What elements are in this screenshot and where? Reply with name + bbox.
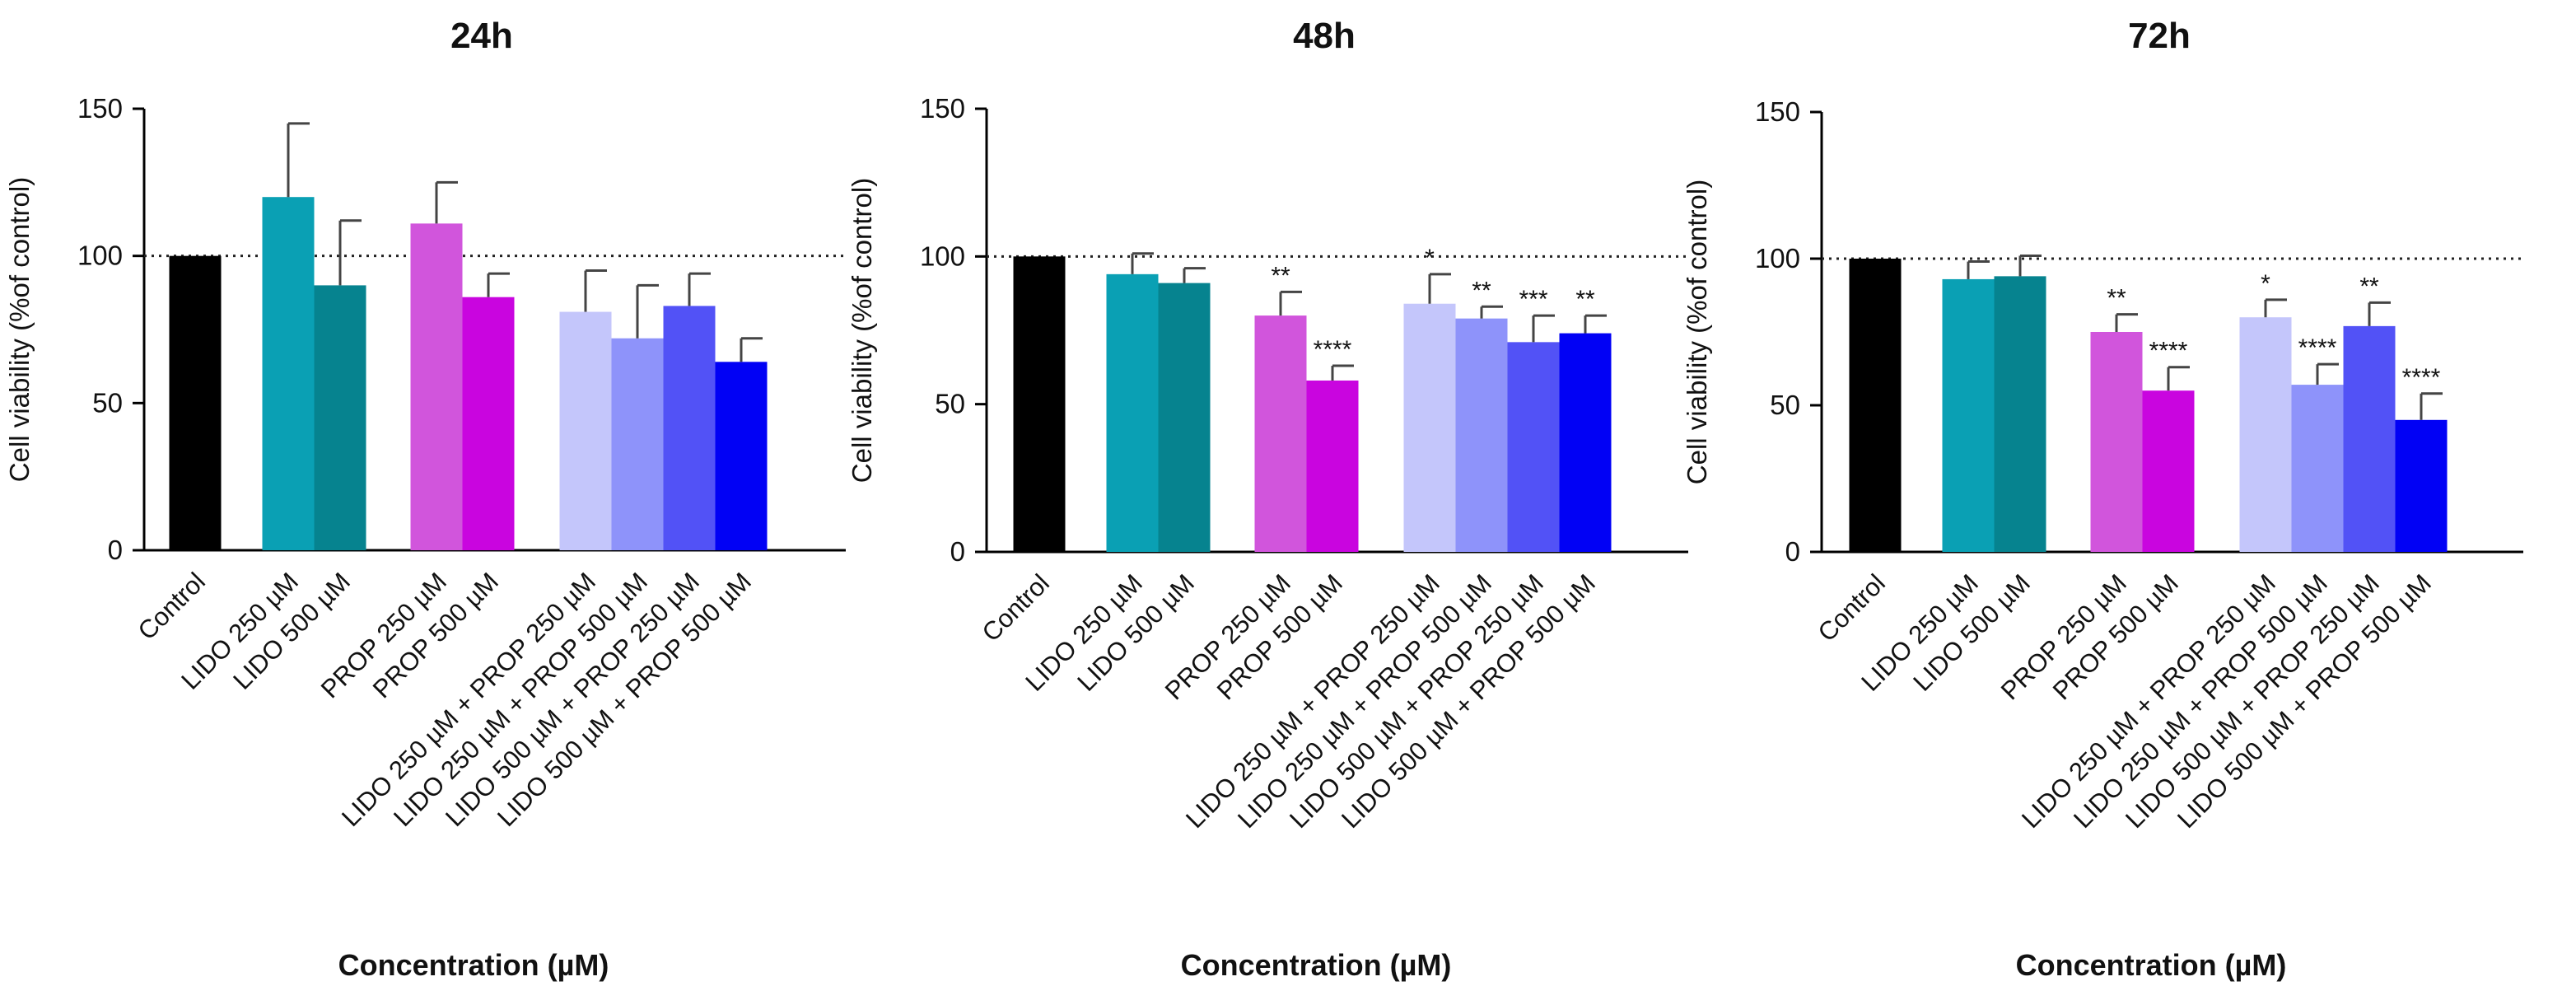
panel-2-significance-7: ** — [2359, 273, 2379, 300]
panel-2-bar-1 — [1942, 278, 1995, 552]
panel-2-bar-8 — [2395, 419, 2448, 552]
panel-2-bar-7 — [2343, 325, 2396, 552]
panel-2-ylabel: Cell viability (%of control) — [1682, 180, 1712, 484]
panel-1-significance-3: ** — [1271, 262, 1290, 289]
panel-1-title: 48h — [1293, 16, 1356, 56]
panel-2-ytick-label-0: 0 — [1785, 536, 1800, 567]
panel-0-category-0: Control — [133, 567, 211, 645]
panel-2-significance-4: **** — [2149, 338, 2188, 365]
panel-1-bar-4 — [1306, 380, 1359, 552]
panel-0-bar-0 — [169, 255, 222, 550]
panel-2-bar-6 — [2291, 385, 2344, 552]
panel-0-bar-8 — [715, 362, 768, 550]
panel-0-bar-1 — [262, 197, 315, 550]
panel-1-bar-1 — [1106, 273, 1159, 552]
panel-0-bar-7 — [663, 306, 716, 550]
panel-0-bar-5 — [559, 311, 612, 550]
panel-1-ytick-label-2: 100 — [920, 241, 965, 271]
panel-0-bar-3 — [410, 223, 463, 550]
panel-1-bar-6 — [1455, 318, 1508, 552]
panel-2-significance-8: **** — [2402, 364, 2441, 391]
panel-0-ytick-label-0: 0 — [108, 535, 123, 565]
panel-2-ytick-label-1: 50 — [1770, 390, 1800, 420]
panel-1-bar-5 — [1403, 303, 1456, 552]
panel-2-significance-6: **** — [2298, 334, 2337, 362]
panel-0-ytick-label-3: 150 — [77, 93, 123, 124]
panel-2-significance-5: * — [2261, 270, 2270, 297]
panel-0-ylabel: Cell viability (%of control) — [4, 177, 35, 482]
panel-1-bar-2 — [1158, 283, 1211, 552]
panel-2-bar-0 — [1849, 259, 1902, 552]
panel-2-bar-5 — [2239, 317, 2292, 552]
panel-1-category-0: Control — [977, 568, 1055, 647]
panel-1-significance-8: ** — [1575, 286, 1595, 313]
panel-1-significance-4: **** — [1314, 336, 1352, 363]
panel-2-significance-3: ** — [2107, 285, 2126, 312]
panel-2-bar-2 — [1994, 276, 2046, 552]
panel-1-bar-7 — [1507, 342, 1560, 552]
panel-0-ytick-label-2: 100 — [77, 241, 123, 271]
panel-1-ytick-label-0: 0 — [950, 536, 965, 567]
panel-2-title: 72h — [2128, 16, 2191, 56]
panel-1-bar-0 — [1013, 256, 1066, 552]
panel-1-ytick-label-3: 150 — [920, 93, 965, 124]
panel-2-ytick-label-3: 150 — [1755, 96, 1800, 127]
panel-0-ytick-label-1: 50 — [92, 387, 123, 418]
panel-1-ytick-label-1: 50 — [935, 389, 965, 419]
panel-2-ytick-label-2: 100 — [1755, 243, 1800, 273]
panel-1-bar-3 — [1254, 315, 1307, 552]
panel-1-xlabel: Concentration (µM) — [1181, 948, 1452, 982]
panel-1-bar-8 — [1559, 333, 1612, 552]
panel-1-significance-5: * — [1425, 245, 1435, 272]
panel-0-title: 24h — [450, 16, 513, 56]
panel-1-significance-7: *** — [1519, 286, 1547, 313]
panel-1-ylabel: Cell viability (%of control) — [847, 178, 877, 483]
panel-2-bar-4 — [2142, 390, 2195, 552]
panel-2-xlabel: Concentration (µM) — [2016, 948, 2287, 982]
panel-2-bar-3 — [2090, 332, 2143, 552]
panel-0-bar-2 — [314, 285, 366, 550]
panel-0-bar-4 — [462, 297, 515, 550]
panel-0-xlabel: Concentration (µM) — [338, 948, 609, 982]
panel-0-bar-6 — [611, 338, 664, 550]
panel-1-significance-6: ** — [1472, 277, 1491, 304]
panel-2-category-0: Control — [1813, 568, 1891, 647]
